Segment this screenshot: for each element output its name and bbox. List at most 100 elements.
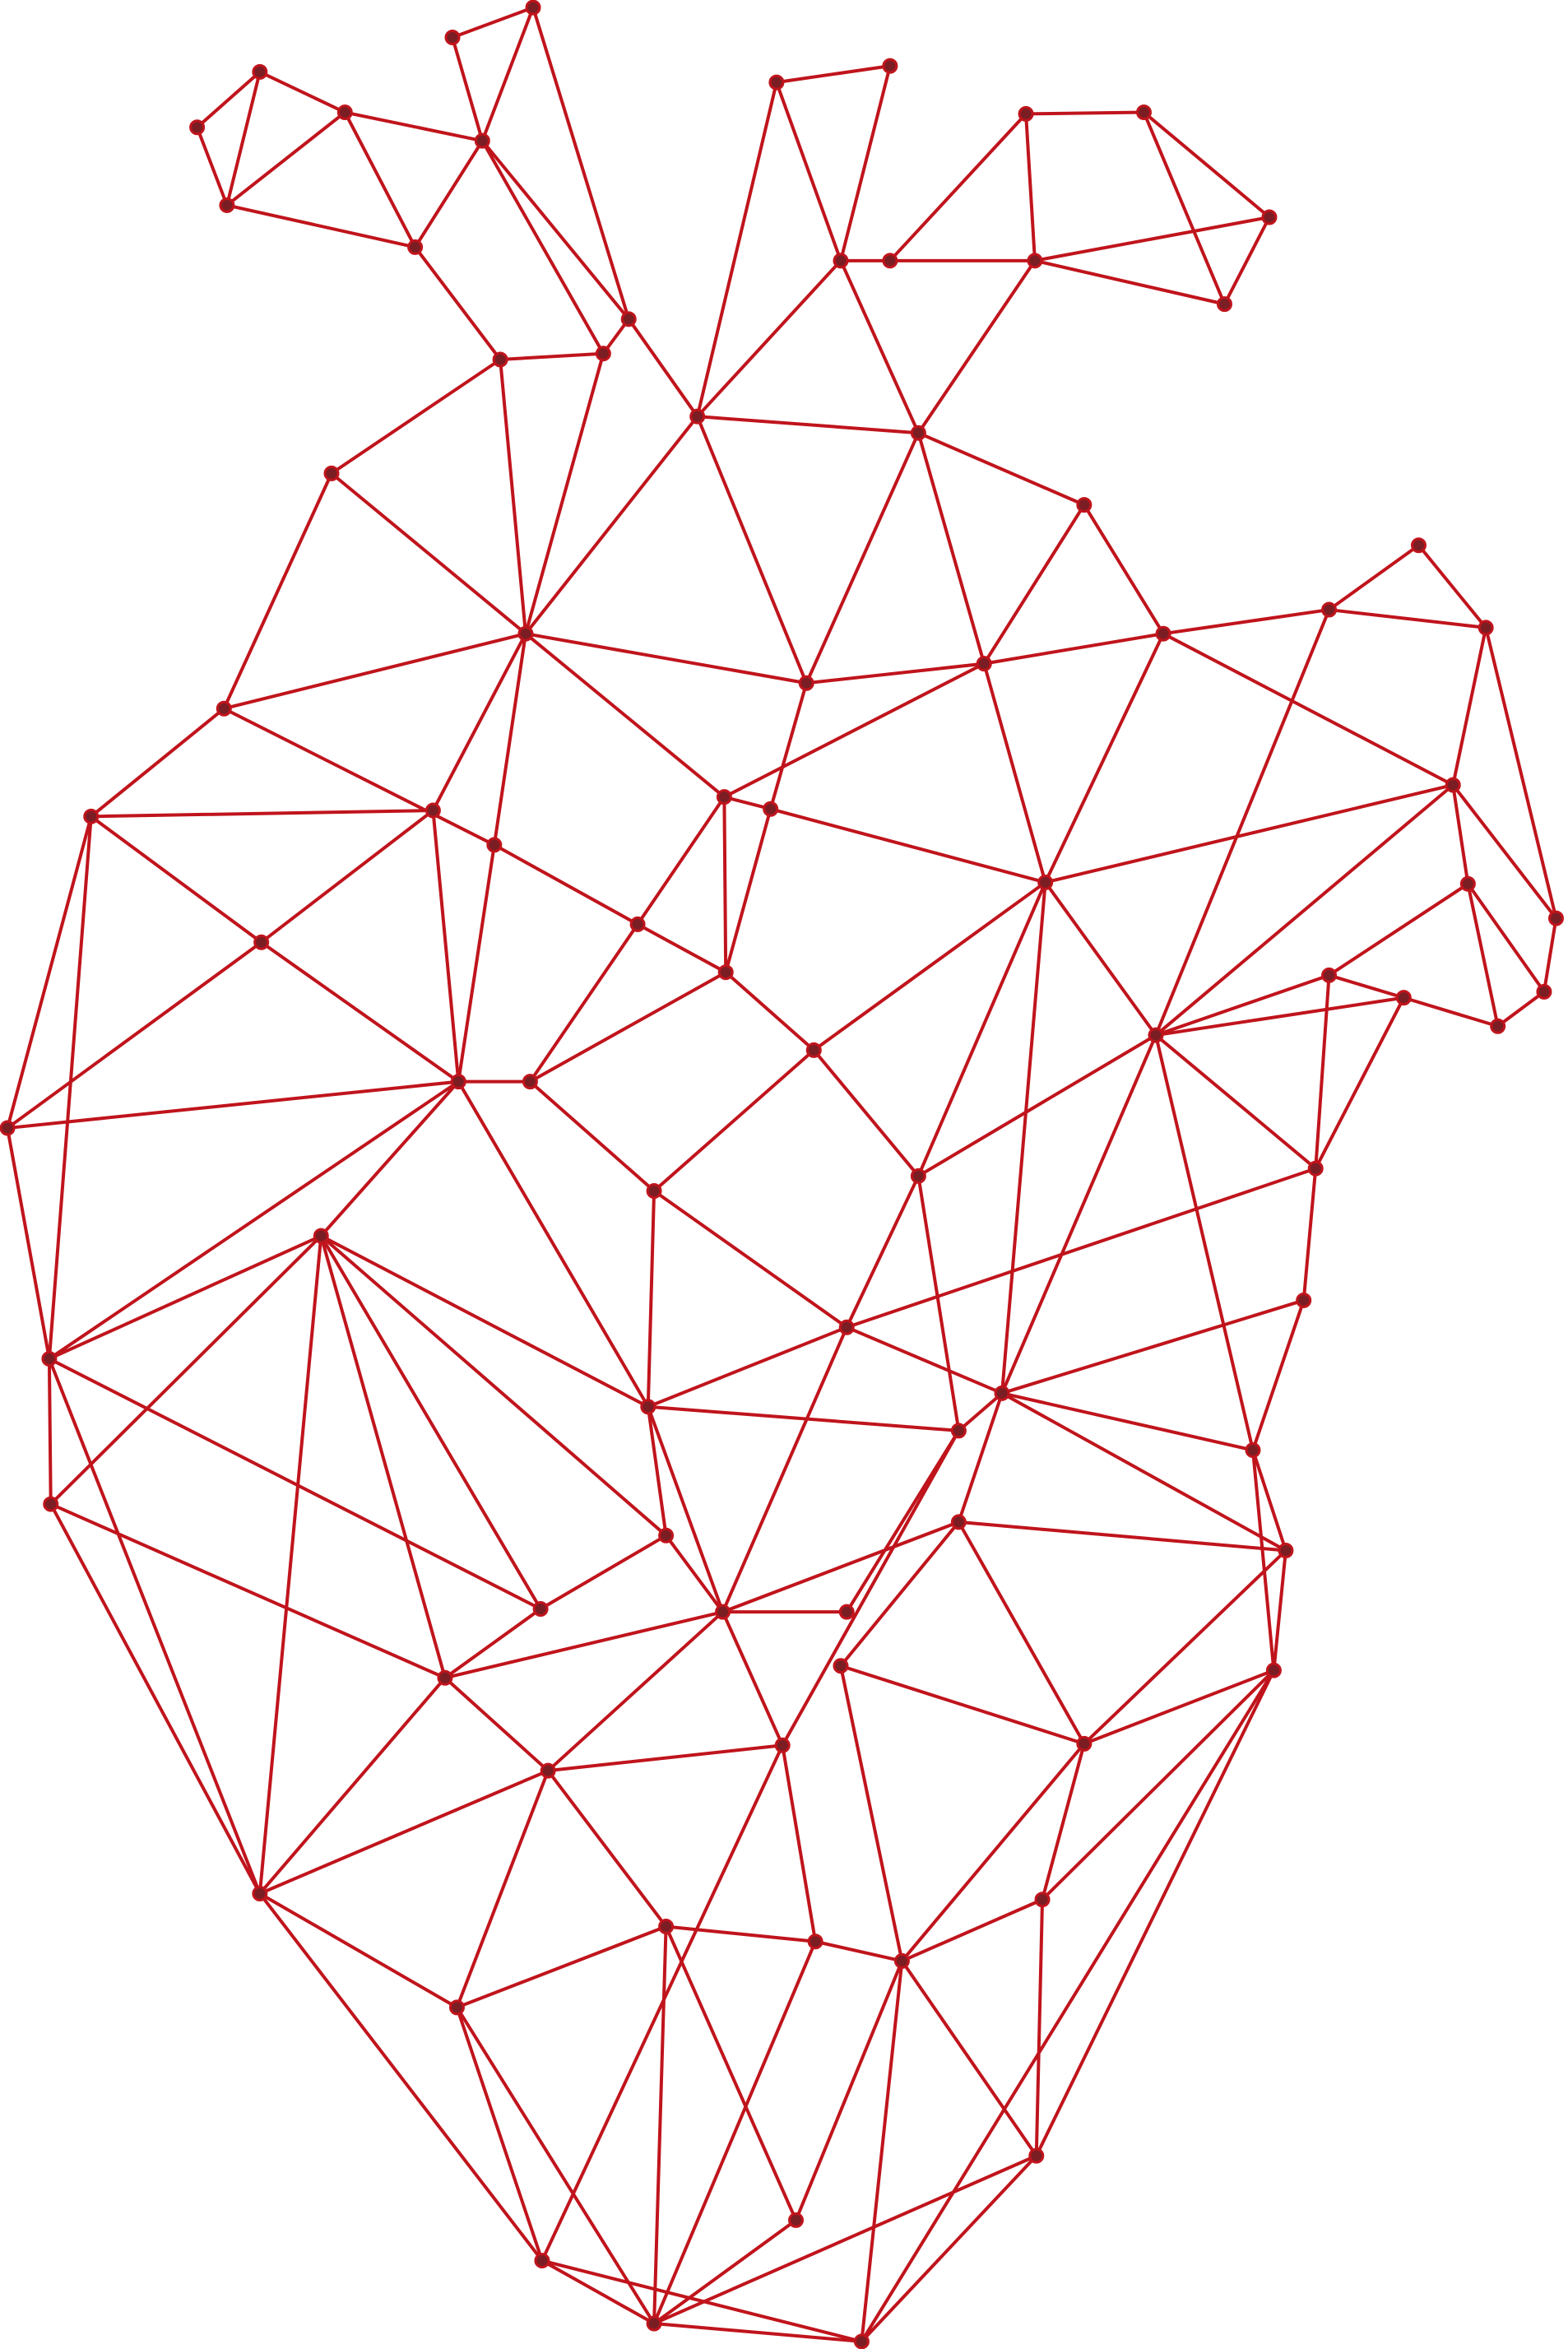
wireframe-edge xyxy=(1153,1033,1255,1452)
wireframe-edge xyxy=(838,1664,904,1963)
wireframe-edge xyxy=(838,64,892,262)
wireframe-vertex xyxy=(1459,875,1476,892)
wireframe-edge xyxy=(916,431,986,666)
wireframe-edge xyxy=(652,1924,668,2326)
wireframe-edge xyxy=(531,6,631,321)
wireframe-vertex xyxy=(448,1999,465,2016)
wireframe-edge xyxy=(695,258,842,419)
wireframe-edge xyxy=(47,1357,53,1506)
wireframe-edge xyxy=(259,809,435,945)
wireframe-vertex xyxy=(620,311,637,327)
wireframe-edge xyxy=(6,940,263,1130)
wireframe-edge xyxy=(652,1048,816,1193)
wireframe-edge xyxy=(257,1769,550,1896)
wireframe-vertex xyxy=(323,465,340,481)
wireframe-edge xyxy=(1250,1298,1306,1452)
wireframe-edge xyxy=(1024,110,1146,116)
wireframe-edge xyxy=(982,503,1086,666)
wireframe-edge xyxy=(957,1520,1086,1746)
wireframe-edge xyxy=(860,2154,1038,2343)
wireframe-edge xyxy=(652,2322,864,2343)
wireframe-edge xyxy=(721,1325,849,1614)
wireframe-vertex xyxy=(950,1423,967,1439)
wireframe-vertex xyxy=(43,1496,59,1512)
wireframe-edge xyxy=(1327,973,1406,1000)
wireframe-edge xyxy=(646,1404,668,1538)
wireframe-edge xyxy=(1082,1669,1276,1746)
wireframe-edge xyxy=(1466,882,1500,1028)
wireframe-edge xyxy=(814,1939,904,1963)
wireframe-vertex xyxy=(1216,296,1232,313)
wireframe-vertex xyxy=(1321,601,1338,618)
wireframe-edge xyxy=(523,415,699,636)
wireframe-edge xyxy=(451,6,536,39)
wireframe-edge xyxy=(838,258,921,435)
wireframe-vertex xyxy=(219,197,235,213)
wireframe-edge xyxy=(1451,625,1488,787)
wireframe-edge xyxy=(319,1079,461,1238)
wireframe-edge xyxy=(49,1502,262,1896)
wireframe-edge xyxy=(329,471,527,636)
wireframe-edge xyxy=(222,632,527,711)
wireframe-vertex xyxy=(910,1168,926,1184)
wireframe-edges xyxy=(6,6,1558,2343)
wireframe-edge xyxy=(47,1234,323,1361)
wireframe-edge xyxy=(1032,258,1227,306)
wireframe-edge xyxy=(47,1079,461,1361)
wireframe-edge xyxy=(329,357,503,476)
wireframe-edge xyxy=(257,1892,459,2009)
wireframe-edge xyxy=(480,139,605,355)
wireframe-vertex xyxy=(798,675,814,691)
wireframe-vertex xyxy=(1265,1662,1282,1678)
wireframe-vertex xyxy=(1490,1018,1506,1034)
wireframe-edge xyxy=(1000,1391,1287,1553)
wireframe-vertex xyxy=(534,2253,550,2269)
wireframe-vertex xyxy=(1155,625,1171,642)
wireframe-edge xyxy=(455,2005,544,2263)
wireframe-edge xyxy=(781,1743,818,1943)
wireframe-edge xyxy=(319,1234,668,1538)
wireframe-edge xyxy=(319,1234,650,1409)
wireframe-edge xyxy=(695,415,809,685)
wireframe-vertex xyxy=(658,1527,675,1544)
wireframe-edge xyxy=(492,632,527,847)
wireframe-edge xyxy=(627,317,699,419)
wireframe-vertex xyxy=(486,837,503,853)
wireframe-edge xyxy=(900,1897,1045,1963)
wireframe-edge xyxy=(1000,1298,1306,1395)
wireframe-edge xyxy=(1484,625,1558,921)
wireframe-edge xyxy=(222,707,496,847)
wireframe-vertex xyxy=(640,1399,656,1415)
wireframe-edge xyxy=(1043,783,1455,884)
wireframe-edge xyxy=(695,81,778,419)
wireframe-vertex xyxy=(629,916,646,932)
wireframe-vertex xyxy=(950,1514,967,1530)
wireframe-edge xyxy=(6,815,93,1130)
wireframe-edge xyxy=(1082,503,1166,636)
wireframe-vertex xyxy=(253,934,270,950)
wireframe-edge xyxy=(257,1676,447,1896)
wireframe-vertex xyxy=(994,1385,1010,1401)
wireframe-vertex xyxy=(1076,497,1092,513)
wireframe-edge xyxy=(636,922,728,974)
wireframe-vertex xyxy=(41,1350,58,1367)
wireframe-vertex xyxy=(646,2315,662,2332)
wireframe-vertex xyxy=(1245,1442,1261,1459)
wireframe-edge xyxy=(1272,1548,1287,1673)
wireframe-vertex xyxy=(807,1934,823,1950)
wireframe-edge xyxy=(768,807,1047,884)
wireframe-vertex xyxy=(646,1183,662,1200)
wireframe-edge xyxy=(259,940,461,1084)
wireframe-edge xyxy=(646,1404,725,1614)
wireframe-edge xyxy=(664,1534,725,1614)
wireframe-edge xyxy=(724,970,816,1052)
wireframe-edge xyxy=(774,81,842,262)
wireframe-vertex xyxy=(1018,105,1034,122)
wireframe-edge xyxy=(722,662,986,799)
wireframe-vertex xyxy=(1410,537,1427,554)
wireframe-edge xyxy=(47,1357,262,1896)
wireframe-vertex xyxy=(1148,1027,1164,1043)
wireframe-edge xyxy=(455,1924,668,2009)
wireframe-edge xyxy=(1034,1897,1045,2158)
